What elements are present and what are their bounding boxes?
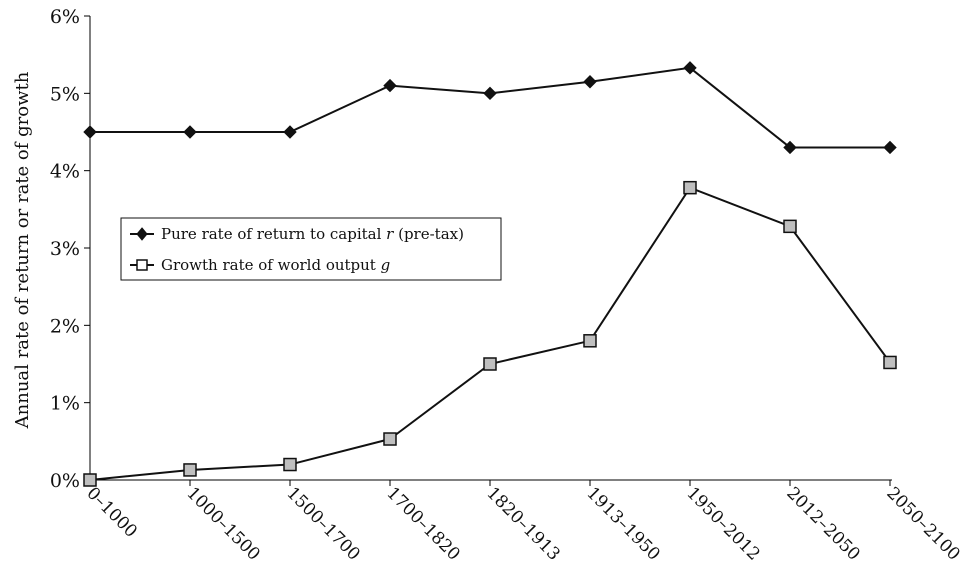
- x-tick-label: 2012–2050: [782, 483, 863, 564]
- y-axis-label: Annual rate of return or rate of growth: [12, 71, 33, 429]
- data-point-diamond: [383, 78, 397, 93]
- series-line-0: [90, 66, 890, 149]
- y-tick-label: 3%: [50, 238, 80, 260]
- data-point-square: [683, 180, 697, 195]
- data-point-diamond: [783, 140, 797, 155]
- legend: Pure rate of return to capital r (pre-ta…: [120, 217, 502, 281]
- data-point-square: [383, 432, 397, 446]
- data-point-diamond: [183, 125, 197, 139]
- x-tick-label: 1700–1820: [382, 483, 463, 564]
- legend-label-growth: Growth rate of world output g: [161, 256, 390, 274]
- data-point-square: [783, 219, 797, 234]
- legend-box: [120, 217, 502, 281]
- data-point-diamond: [83, 125, 97, 139]
- x-tick-label: 2050–2100: [882, 483, 960, 564]
- x-tick-label: 1000–1500: [182, 483, 263, 564]
- data-point-diamond: [883, 140, 897, 155]
- data-point-square: [283, 457, 297, 472]
- x-tick-label: 1820–1913: [482, 483, 563, 564]
- series-layer: [83, 61, 897, 487]
- y-tick-label: 5%: [50, 83, 80, 105]
- x-tick-label: 1500–1700: [282, 483, 363, 564]
- legend-marker-square-icon: [136, 259, 148, 271]
- y-tick-label: 4%: [50, 161, 80, 183]
- data-point-square: [483, 357, 497, 371]
- legend-label-return: Pure rate of return to capital r (pre-ta…: [161, 225, 464, 243]
- legend-label-return-tail: (pre-tax): [393, 225, 464, 243]
- legend-marker-diamond-icon: [136, 227, 148, 241]
- data-point-square: [83, 473, 97, 487]
- y-ticks: 0% 1% 2% 3% 4% 5% 6%: [50, 6, 90, 492]
- legend-label-return-symbol: r: [386, 225, 394, 243]
- data-point-square: [583, 334, 597, 348]
- legend-label-growth-main: Growth rate of world output: [161, 256, 381, 274]
- data-point-square: [183, 463, 197, 477]
- x-tick-label: 1913–1950: [582, 483, 663, 564]
- y-tick-label: 1%: [50, 393, 80, 415]
- data-point-diamond: [583, 75, 597, 89]
- y-tick-label: 6%: [50, 6, 80, 28]
- x-ticks: 0–1000 1000–1500 1500–1700 1700–1820 1820–19…: [82, 480, 960, 565]
- legend-label-growth-symbol: g: [381, 256, 391, 274]
- y-tick-label: 2%: [50, 315, 80, 337]
- x-tick-label: 0–1000: [82, 483, 140, 541]
- data-point-diamond: [683, 61, 697, 75]
- data-point-square: [883, 355, 897, 370]
- data-point-diamond: [283, 125, 297, 139]
- legend-label-return-main: Pure rate of return to capital: [161, 225, 386, 243]
- data-point-diamond: [483, 86, 497, 101]
- y-tick-label: 0%: [50, 470, 80, 492]
- x-tick-label: 1950–2012: [682, 483, 763, 564]
